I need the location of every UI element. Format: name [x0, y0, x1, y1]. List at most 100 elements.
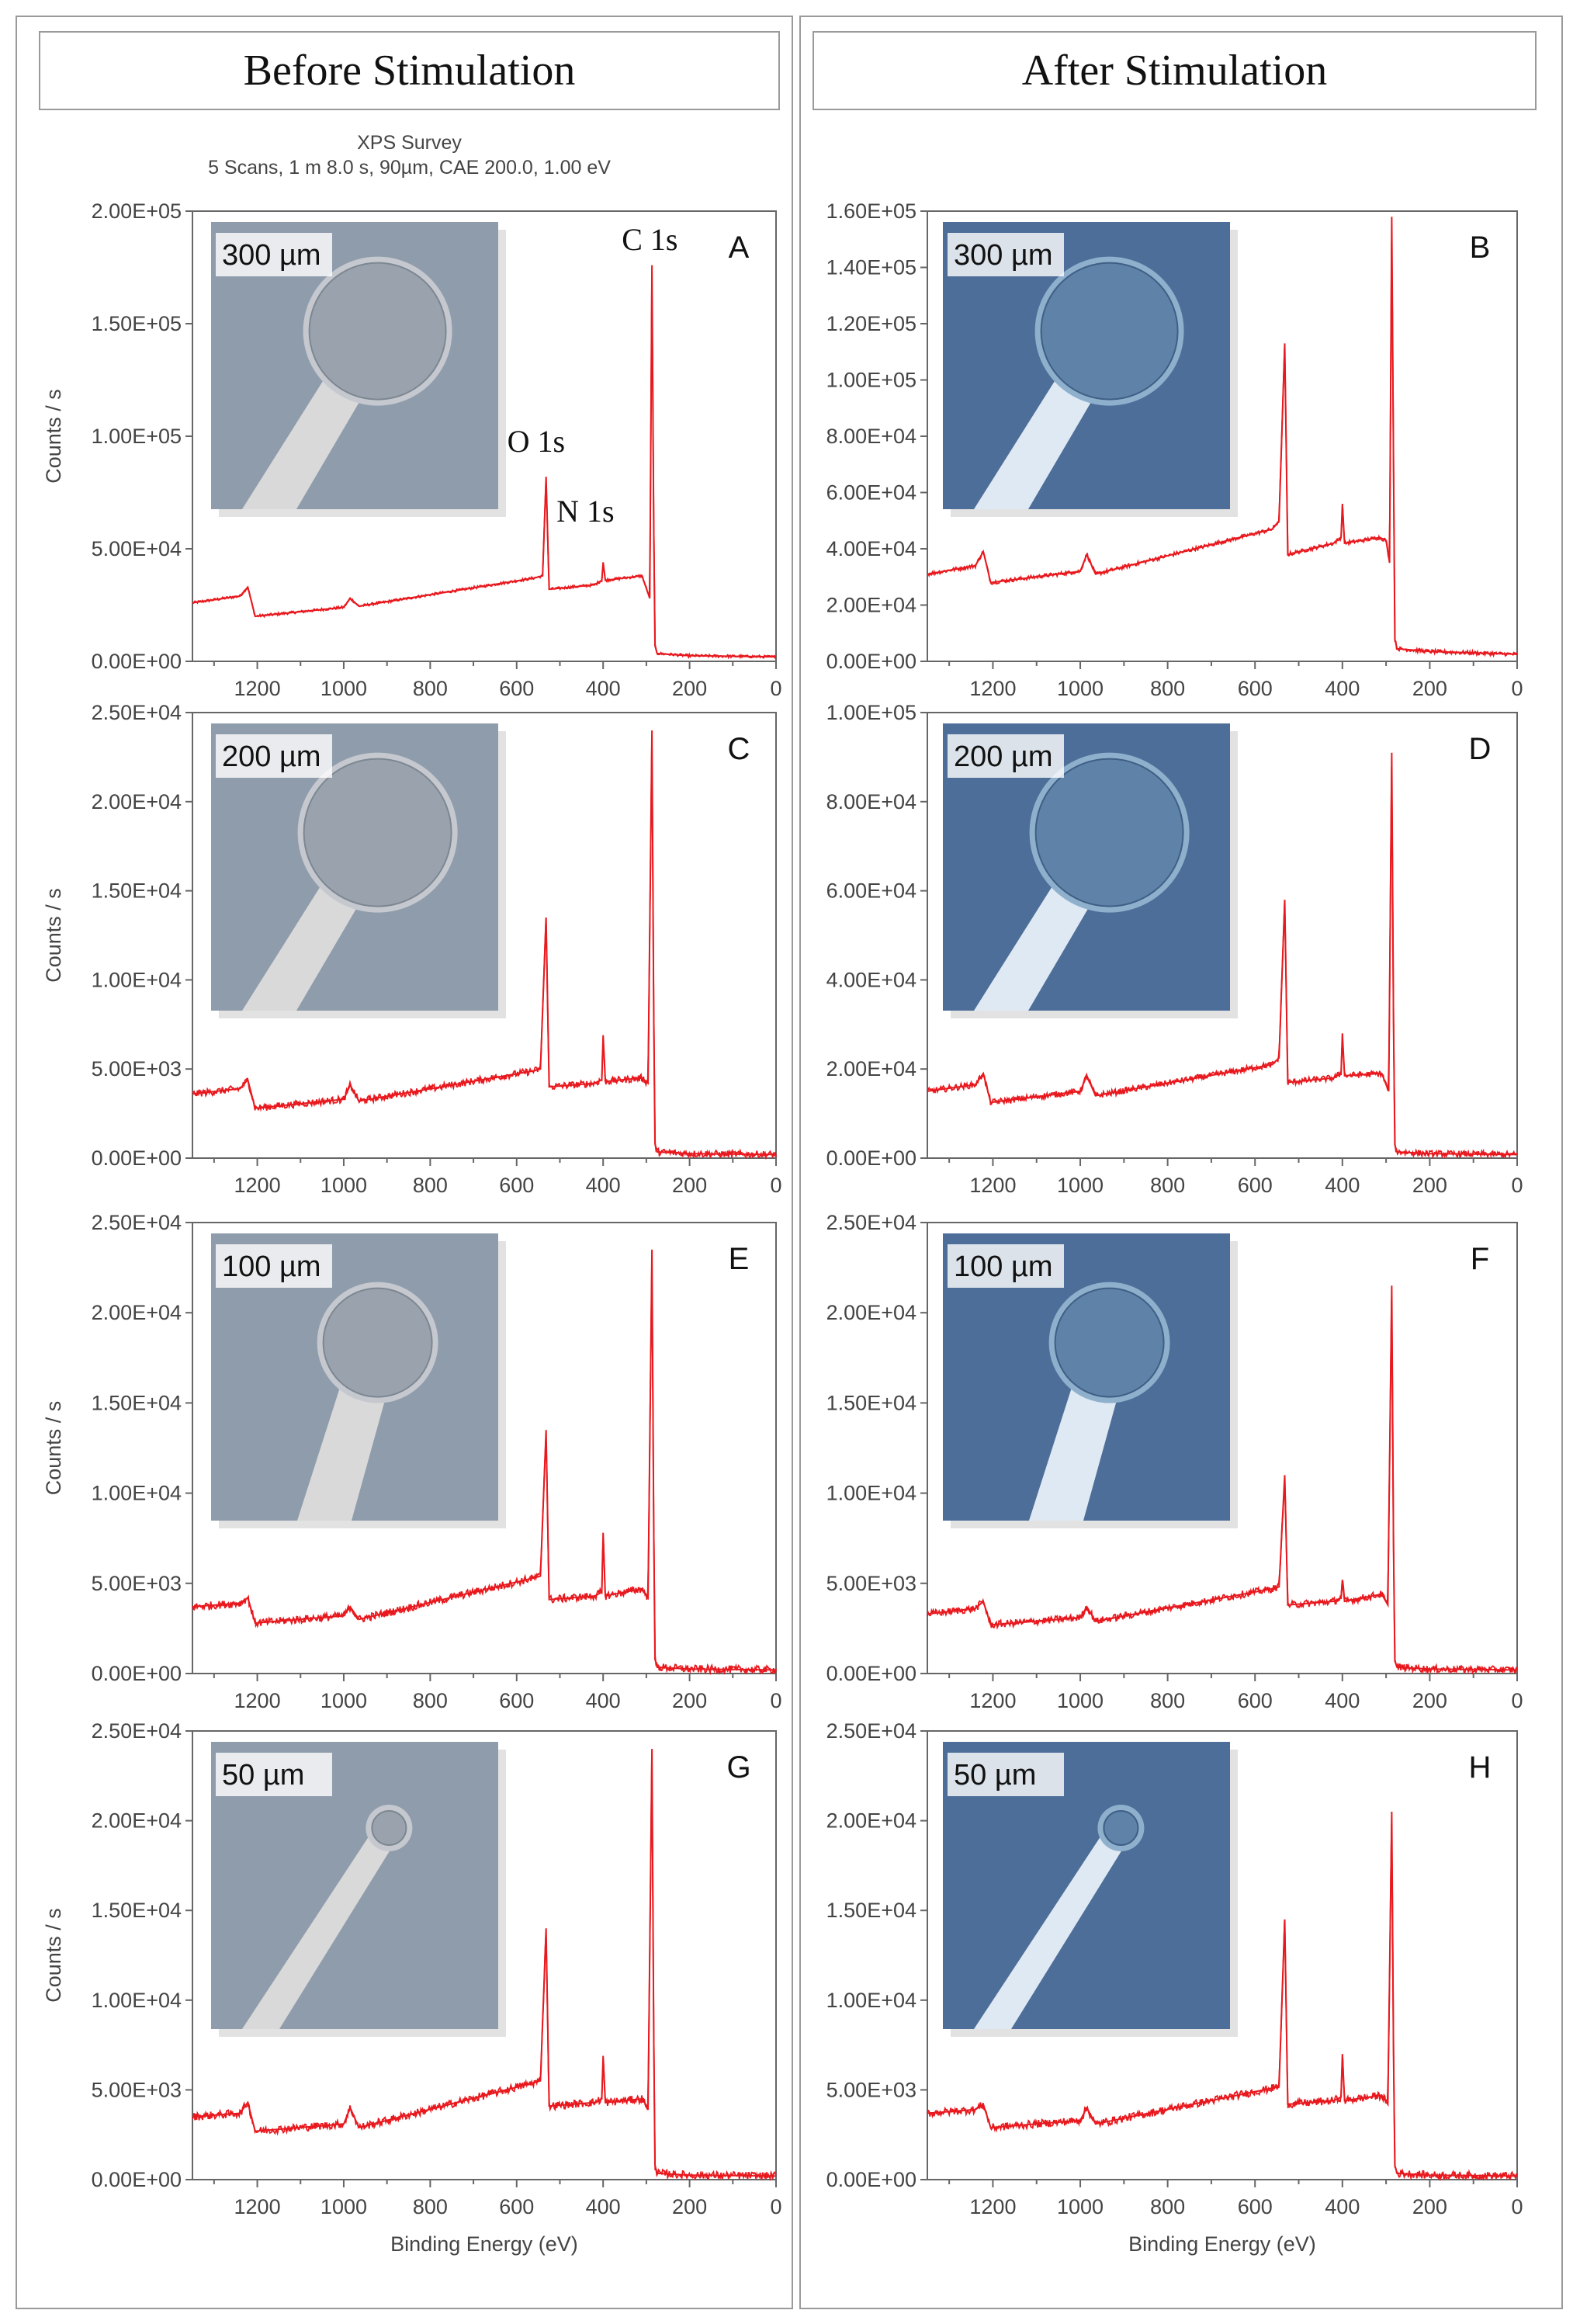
electrode-pad: [1034, 758, 1184, 907]
y-tick-label: 1.50E+04: [826, 1391, 916, 1414]
x-tick-label: 1000: [321, 2195, 367, 2218]
y-tick-label: 2.50E+04: [92, 1211, 182, 1234]
x-tick-label: 600: [1238, 677, 1273, 700]
y-tick-label: 0.00E+00: [92, 1662, 182, 1685]
x-tick-label: 0: [770, 2195, 781, 2218]
y-tick-label: 1.00E+04: [826, 1482, 916, 1505]
y-tick-label: 6.00E+04: [826, 481, 916, 505]
panel-letter: G: [726, 1750, 750, 1785]
panel-e: 0.00E+00 5.00E+03 1.00E+04 1.50E+04 2.00E+04…: [42, 1211, 782, 1712]
spectrum-peaks: [927, 752, 1518, 1156]
y-tick-label: 2.00E+04: [92, 790, 182, 813]
y-tick-label: 1.40E+05: [826, 256, 916, 279]
y-axis-title: Counts / s: [42, 888, 65, 983]
peak-label: C 1s: [622, 222, 677, 257]
x-tick-label: 0: [1511, 1689, 1523, 1712]
electrode-pad: [308, 262, 447, 401]
scale-label-box: [948, 734, 1064, 778]
y-tick-label: 5.00E+03: [92, 2078, 182, 2101]
survey-header: XPS Survey 5 Scans, 1 m 8.0 s, 90µm, CAE…: [39, 130, 780, 180]
x-tick-label: 400: [1325, 1689, 1360, 1712]
y-tick-label: 0.00E+00: [826, 650, 916, 673]
spectrum-line: [927, 766, 1518, 1160]
y-axis-title: Counts / s: [42, 389, 65, 484]
y-tick-label: 1.00E+05: [92, 425, 182, 448]
x-tick-label: 800: [1150, 1689, 1185, 1712]
x-tick-label: 1200: [234, 677, 281, 700]
y-tick-label: 1.20E+05: [826, 312, 916, 335]
x-tick-label: 600: [499, 1689, 534, 1712]
inset-micrograph: 100 µm: [211, 1233, 506, 1528]
scale-label-box: [216, 1753, 332, 1796]
x-tick-label: 600: [499, 2195, 534, 2218]
spectrum-peaks: [192, 1249, 777, 1671]
x-tick-label: 1200: [969, 677, 1016, 700]
y-tick-label: 1.60E+05: [826, 199, 916, 223]
y-tick-label: 0.00E+00: [826, 1146, 916, 1170]
inset-scale-label: 200 µm: [222, 741, 321, 773]
y-tick-label: 2.00E+04: [826, 1057, 916, 1080]
y-tick-label: 4.00E+04: [826, 537, 916, 560]
x-tick-label: 1200: [969, 1689, 1016, 1712]
y-tick-label: 0.00E+00: [92, 650, 182, 673]
panel-letter: C: [728, 732, 750, 766]
x-tick-label: 1000: [1057, 1689, 1104, 1712]
x-tick-label: 0: [1511, 677, 1523, 700]
scale-label-box: [948, 1244, 1064, 1288]
electrode-pad: [371, 1810, 407, 1846]
y-tick-label: 2.00E+04: [826, 1809, 916, 1833]
x-tick-label: 200: [1412, 2195, 1447, 2218]
x-tick-label: 600: [499, 677, 534, 700]
inset-scale-label: 100 µm: [222, 1250, 321, 1283]
y-tick-label: 8.00E+04: [826, 790, 916, 813]
y-tick-label: 2.50E+04: [92, 1719, 182, 1743]
x-tick-label: 600: [1238, 1174, 1273, 1197]
y-tick-label: 1.00E+05: [826, 701, 916, 724]
y-tick-label: 1.50E+04: [92, 1899, 182, 1922]
x-tick-label: 0: [1511, 2195, 1523, 2218]
x-tick-label: 200: [672, 1689, 707, 1712]
after-title-box: After Stimulation: [813, 31, 1537, 110]
inset-micrograph: 200 µm: [943, 723, 1238, 1018]
x-tick-label: 1200: [234, 1174, 281, 1197]
y-tick-label: 1.00E+05: [826, 369, 916, 392]
x-tick-label: 0: [770, 1689, 781, 1712]
inset-scale-label: 50 µm: [222, 1759, 304, 1792]
x-tick-label: 400: [1325, 1174, 1360, 1197]
y-tick-label: 0.00E+00: [826, 2168, 916, 2191]
y-tick-label: 4.00E+04: [826, 968, 916, 991]
inset-micrograph: 300 µm: [211, 222, 506, 517]
y-tick-label: 2.00E+04: [826, 594, 916, 617]
inset-scale-label: 50 µm: [954, 1759, 1036, 1792]
panel-a: 0.00E+00 5.00E+04 1.00E+05 1.50E+05 2.00E+05…: [42, 199, 782, 700]
y-tick-label: 1.00E+04: [92, 968, 182, 991]
y-tick-label: 1.00E+04: [826, 1989, 916, 2012]
y-tick-label: 1.00E+04: [92, 1482, 182, 1505]
y-tick-label: 8.00E+04: [826, 425, 916, 448]
x-tick-label: 600: [499, 1174, 534, 1197]
x-tick-label: 400: [586, 2195, 621, 2218]
x-axis-title: Binding Energy (eV): [1128, 2232, 1316, 2256]
y-tick-label: 5.00E+03: [826, 2078, 916, 2101]
x-tick-label: 1200: [234, 1689, 281, 1712]
electrode-trace: [974, 1828, 1136, 2029]
y-tick-label: 6.00E+04: [826, 879, 916, 903]
y-tick-label: 1.50E+04: [92, 879, 182, 903]
y-axis-title: Counts / s: [42, 1401, 65, 1496]
y-tick-label: 2.00E+04: [92, 1301, 182, 1324]
before-column-title: Before Stimulation: [243, 47, 576, 95]
y-tick-label: 2.50E+04: [826, 1719, 916, 1743]
x-tick-label: 1000: [321, 1689, 367, 1712]
panel-g: 0.00E+00 5.00E+03 1.00E+04 1.50E+04 2.00E+04…: [42, 1719, 782, 2256]
x-tick-label: 1000: [1057, 1174, 1104, 1197]
y-tick-label: 0.00E+00: [92, 2168, 182, 2191]
spectrum-peaks: [927, 1811, 1518, 2177]
electrode-pad: [322, 1287, 433, 1398]
y-tick-label: 5.00E+03: [92, 1057, 182, 1080]
inset-micrograph: 50 µm: [943, 1742, 1238, 2037]
x-tick-label: 1000: [1057, 2195, 1104, 2218]
y-tick-label: 0.00E+00: [826, 1662, 916, 1685]
scale-label-box: [948, 1753, 1064, 1796]
x-tick-label: 600: [1238, 2195, 1273, 2218]
y-tick-label: 5.00E+04: [92, 537, 182, 560]
